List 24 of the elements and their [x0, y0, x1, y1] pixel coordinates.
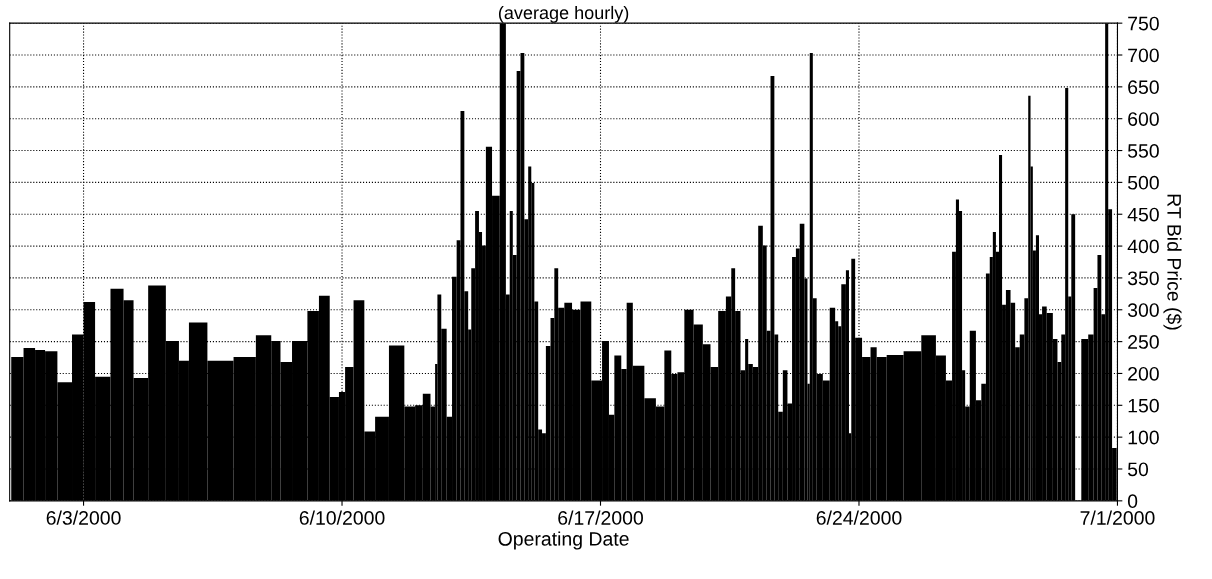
y-tick-label: 300	[1127, 303, 1159, 317]
y-tick-label: 700	[1128, 48, 1159, 63]
y-tick-label: 50	[1127, 462, 1149, 477]
x-tick-label: 6/17/2000	[558, 510, 643, 525]
y-tick-label: 100	[1128, 430, 1159, 445]
y-tick-label: 150	[1128, 398, 1159, 413]
x-tick-label: 6/10/2000	[299, 510, 385, 525]
x-axis-title: Operating Date	[498, 531, 629, 550]
y-tick-label: 550	[1127, 144, 1159, 158]
y-tick-label: 500	[1127, 175, 1159, 190]
y-tick-label: 600	[1128, 112, 1159, 126]
y-tick-label: 750	[1128, 16, 1159, 31]
y-tick-label: 650	[1128, 80, 1159, 95]
y-tick-label: 450	[1127, 207, 1159, 222]
x-tick-label: 6/24/2000	[816, 510, 902, 525]
x-tick-label: 7/1/2000	[1080, 510, 1155, 525]
y-axis-title: RT Bid Price ($)	[1163, 194, 1182, 330]
chart-title: (average hourly)	[498, 5, 629, 23]
y-tick-label: 350	[1127, 271, 1159, 286]
y-tick-label: 400	[1127, 239, 1159, 254]
x-tick-label: 6/3/2000	[46, 510, 121, 525]
y-tick-label: 250	[1128, 335, 1159, 349]
y-tick-label: 0	[1127, 494, 1138, 509]
y-tick-label: 200	[1128, 366, 1159, 381]
